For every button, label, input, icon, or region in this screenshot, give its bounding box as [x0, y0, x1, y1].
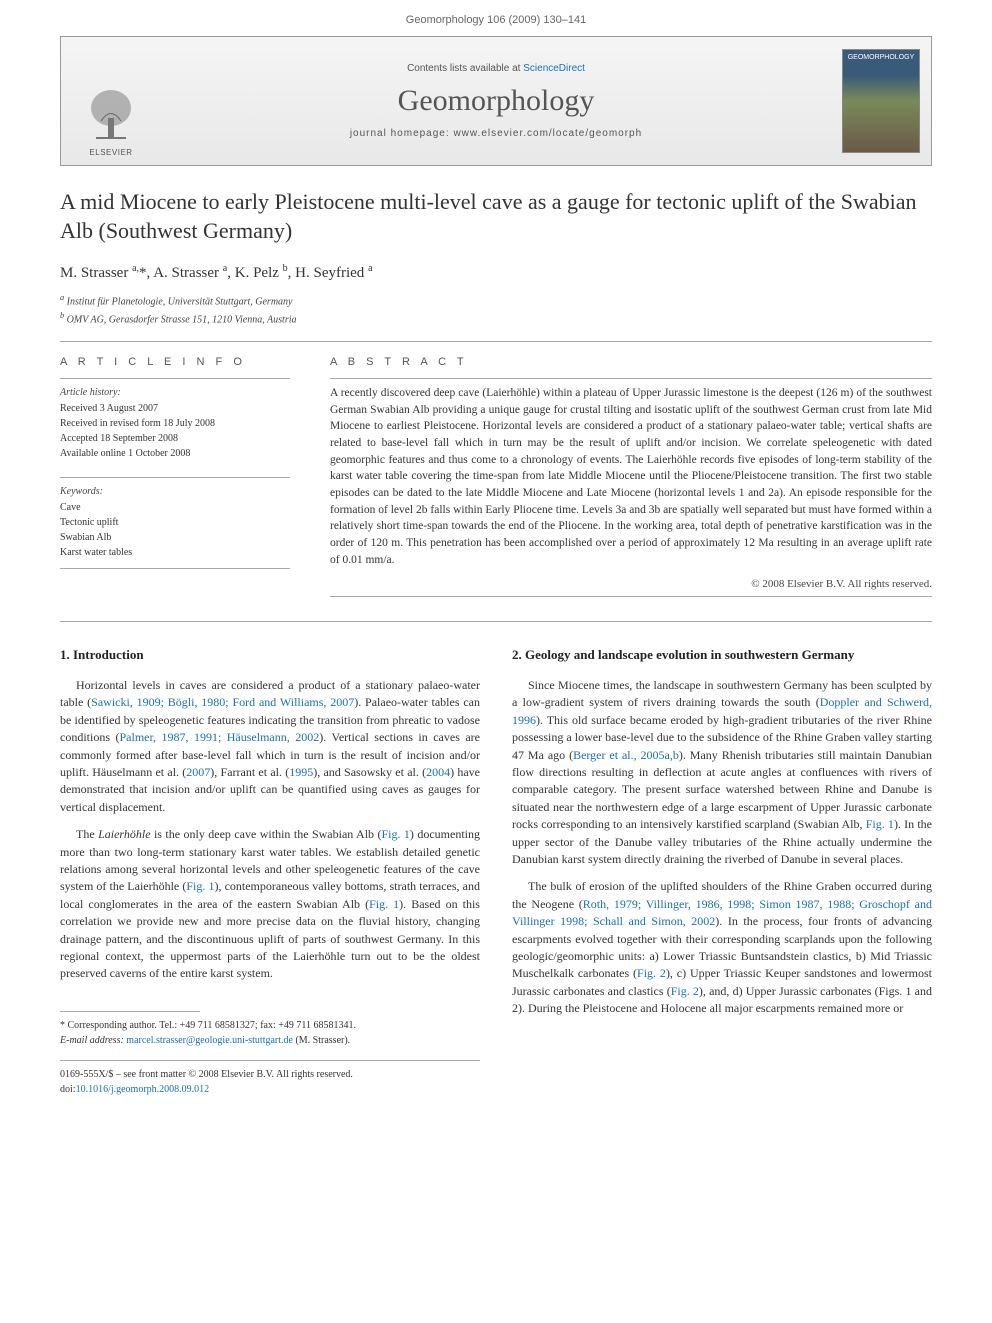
- sciencedirect-link[interactable]: ScienceDirect: [523, 63, 585, 74]
- homepage-prefix: journal homepage:: [350, 128, 454, 139]
- article-history: Article history: Received 3 August 2007R…: [60, 378, 290, 461]
- history-line: Available online 1 October 2008: [60, 446, 290, 461]
- elsevier-tree-icon: [81, 86, 141, 146]
- journal-title: Geomorphology: [398, 84, 595, 118]
- doi-link[interactable]: 10.1016/j.geomorph.2008.09.012: [76, 1084, 210, 1095]
- doi-prefix: doi:: [60, 1084, 76, 1095]
- email-label: E-mail address:: [60, 1035, 124, 1046]
- affiliation-line: b OMV AG, Gerasdorfer Strasse 151, 1210 …: [60, 310, 932, 327]
- section-heading-1: 1. Introduction: [60, 646, 480, 665]
- article-info-column: A R T I C L E I N F O Article history: R…: [60, 356, 290, 603]
- rule: [330, 596, 932, 597]
- homepage-url: www.elsevier.com/locate/geomorph: [453, 128, 642, 139]
- rule: [60, 341, 932, 342]
- corresponding-author-footnote: * Corresponding author. Tel.: +49 711 68…: [60, 1018, 480, 1048]
- masthead-center: Contents lists available at ScienceDirec…: [161, 37, 831, 165]
- section-heading-2: 2. Geology and landscape evolution in so…: [512, 646, 932, 665]
- email-line: E-mail address: marcel.strasser@geologie…: [60, 1033, 480, 1048]
- publisher-logo-block: ELSEVIER: [61, 37, 161, 165]
- abstract-label: A B S T R A C T: [330, 356, 932, 368]
- history-line: Accepted 18 September 2008: [60, 431, 290, 446]
- history-label: Article history:: [60, 387, 290, 398]
- doi-line: doi:10.1016/j.geomorph.2008.09.012: [60, 1082, 480, 1097]
- paragraph: The bulk of erosion of the uplifted shou…: [512, 878, 932, 1017]
- article-info-label: A R T I C L E I N F O: [60, 356, 290, 368]
- keywords-label: Keywords:: [60, 486, 290, 497]
- history-line: Received 3 August 2007: [60, 401, 290, 416]
- contents-line: Contents lists available at ScienceDirec…: [407, 63, 585, 74]
- footnote-separator: [60, 1011, 200, 1012]
- abstract-text: A recently discovered deep cave (Laierhö…: [330, 385, 932, 568]
- copyright-line: © 2008 Elsevier B.V. All rights reserved…: [330, 578, 932, 590]
- keywords-block: Keywords: CaveTectonic upliftSwabian Alb…: [60, 477, 290, 569]
- affiliations: a Institut für Planetologie, Universität…: [60, 292, 932, 327]
- email-owner: (M. Strasser).: [295, 1035, 350, 1046]
- author-list: M. Strasser a,*, A. Strasser a, K. Pelz …: [60, 263, 932, 282]
- affiliation-line: a Institut für Planetologie, Universität…: [60, 292, 932, 309]
- journal-cover-thumbnail: GEOMORPHOLOGY: [842, 49, 920, 153]
- article-title: A mid Miocene to early Pleistocene multi…: [60, 188, 932, 245]
- keyword: Tectonic uplift: [60, 515, 290, 530]
- history-line: Received in revised form 18 July 2008: [60, 416, 290, 431]
- abstract-column: A B S T R A C T A recently discovered de…: [330, 356, 932, 603]
- homepage-line: journal homepage: www.elsevier.com/locat…: [350, 128, 642, 139]
- rule: [330, 378, 932, 379]
- front-matter-line: 0169-555X/$ – see front matter © 2008 El…: [60, 1067, 480, 1082]
- article-body: A mid Miocene to early Pleistocene multi…: [0, 188, 992, 1127]
- meta-abstract-row: A R T I C L E I N F O Article history: R…: [60, 356, 932, 603]
- contents-prefix: Contents lists available at: [407, 63, 523, 74]
- page-footer: 0169-555X/$ – see front matter © 2008 El…: [60, 1060, 480, 1097]
- paragraph: The Laierhöhle is the only deep cave wit…: [60, 826, 480, 983]
- email-address[interactable]: marcel.strasser@geologie.uni-stuttgart.d…: [126, 1035, 293, 1046]
- publisher-name: ELSEVIER: [89, 148, 132, 157]
- corr-line: * Corresponding author. Tel.: +49 711 68…: [60, 1018, 480, 1033]
- paragraph: Since Miocene times, the landscape in so…: [512, 677, 932, 868]
- elsevier-logo: ELSEVIER: [76, 77, 146, 157]
- keyword: Karst water tables: [60, 545, 290, 560]
- keyword: Cave: [60, 500, 290, 515]
- paragraph: Horizontal levels in caves are considere…: [60, 677, 480, 816]
- journal-masthead: ELSEVIER Contents lists available at Sci…: [60, 36, 932, 166]
- running-header: Geomorphology 106 (2009) 130–141: [0, 0, 992, 36]
- keyword: Swabian Alb: [60, 530, 290, 545]
- body-columns: 1. Introduction Horizontal levels in cav…: [60, 646, 932, 1096]
- rule: [60, 621, 932, 622]
- cover-thumb-block: GEOMORPHOLOGY: [831, 37, 931, 165]
